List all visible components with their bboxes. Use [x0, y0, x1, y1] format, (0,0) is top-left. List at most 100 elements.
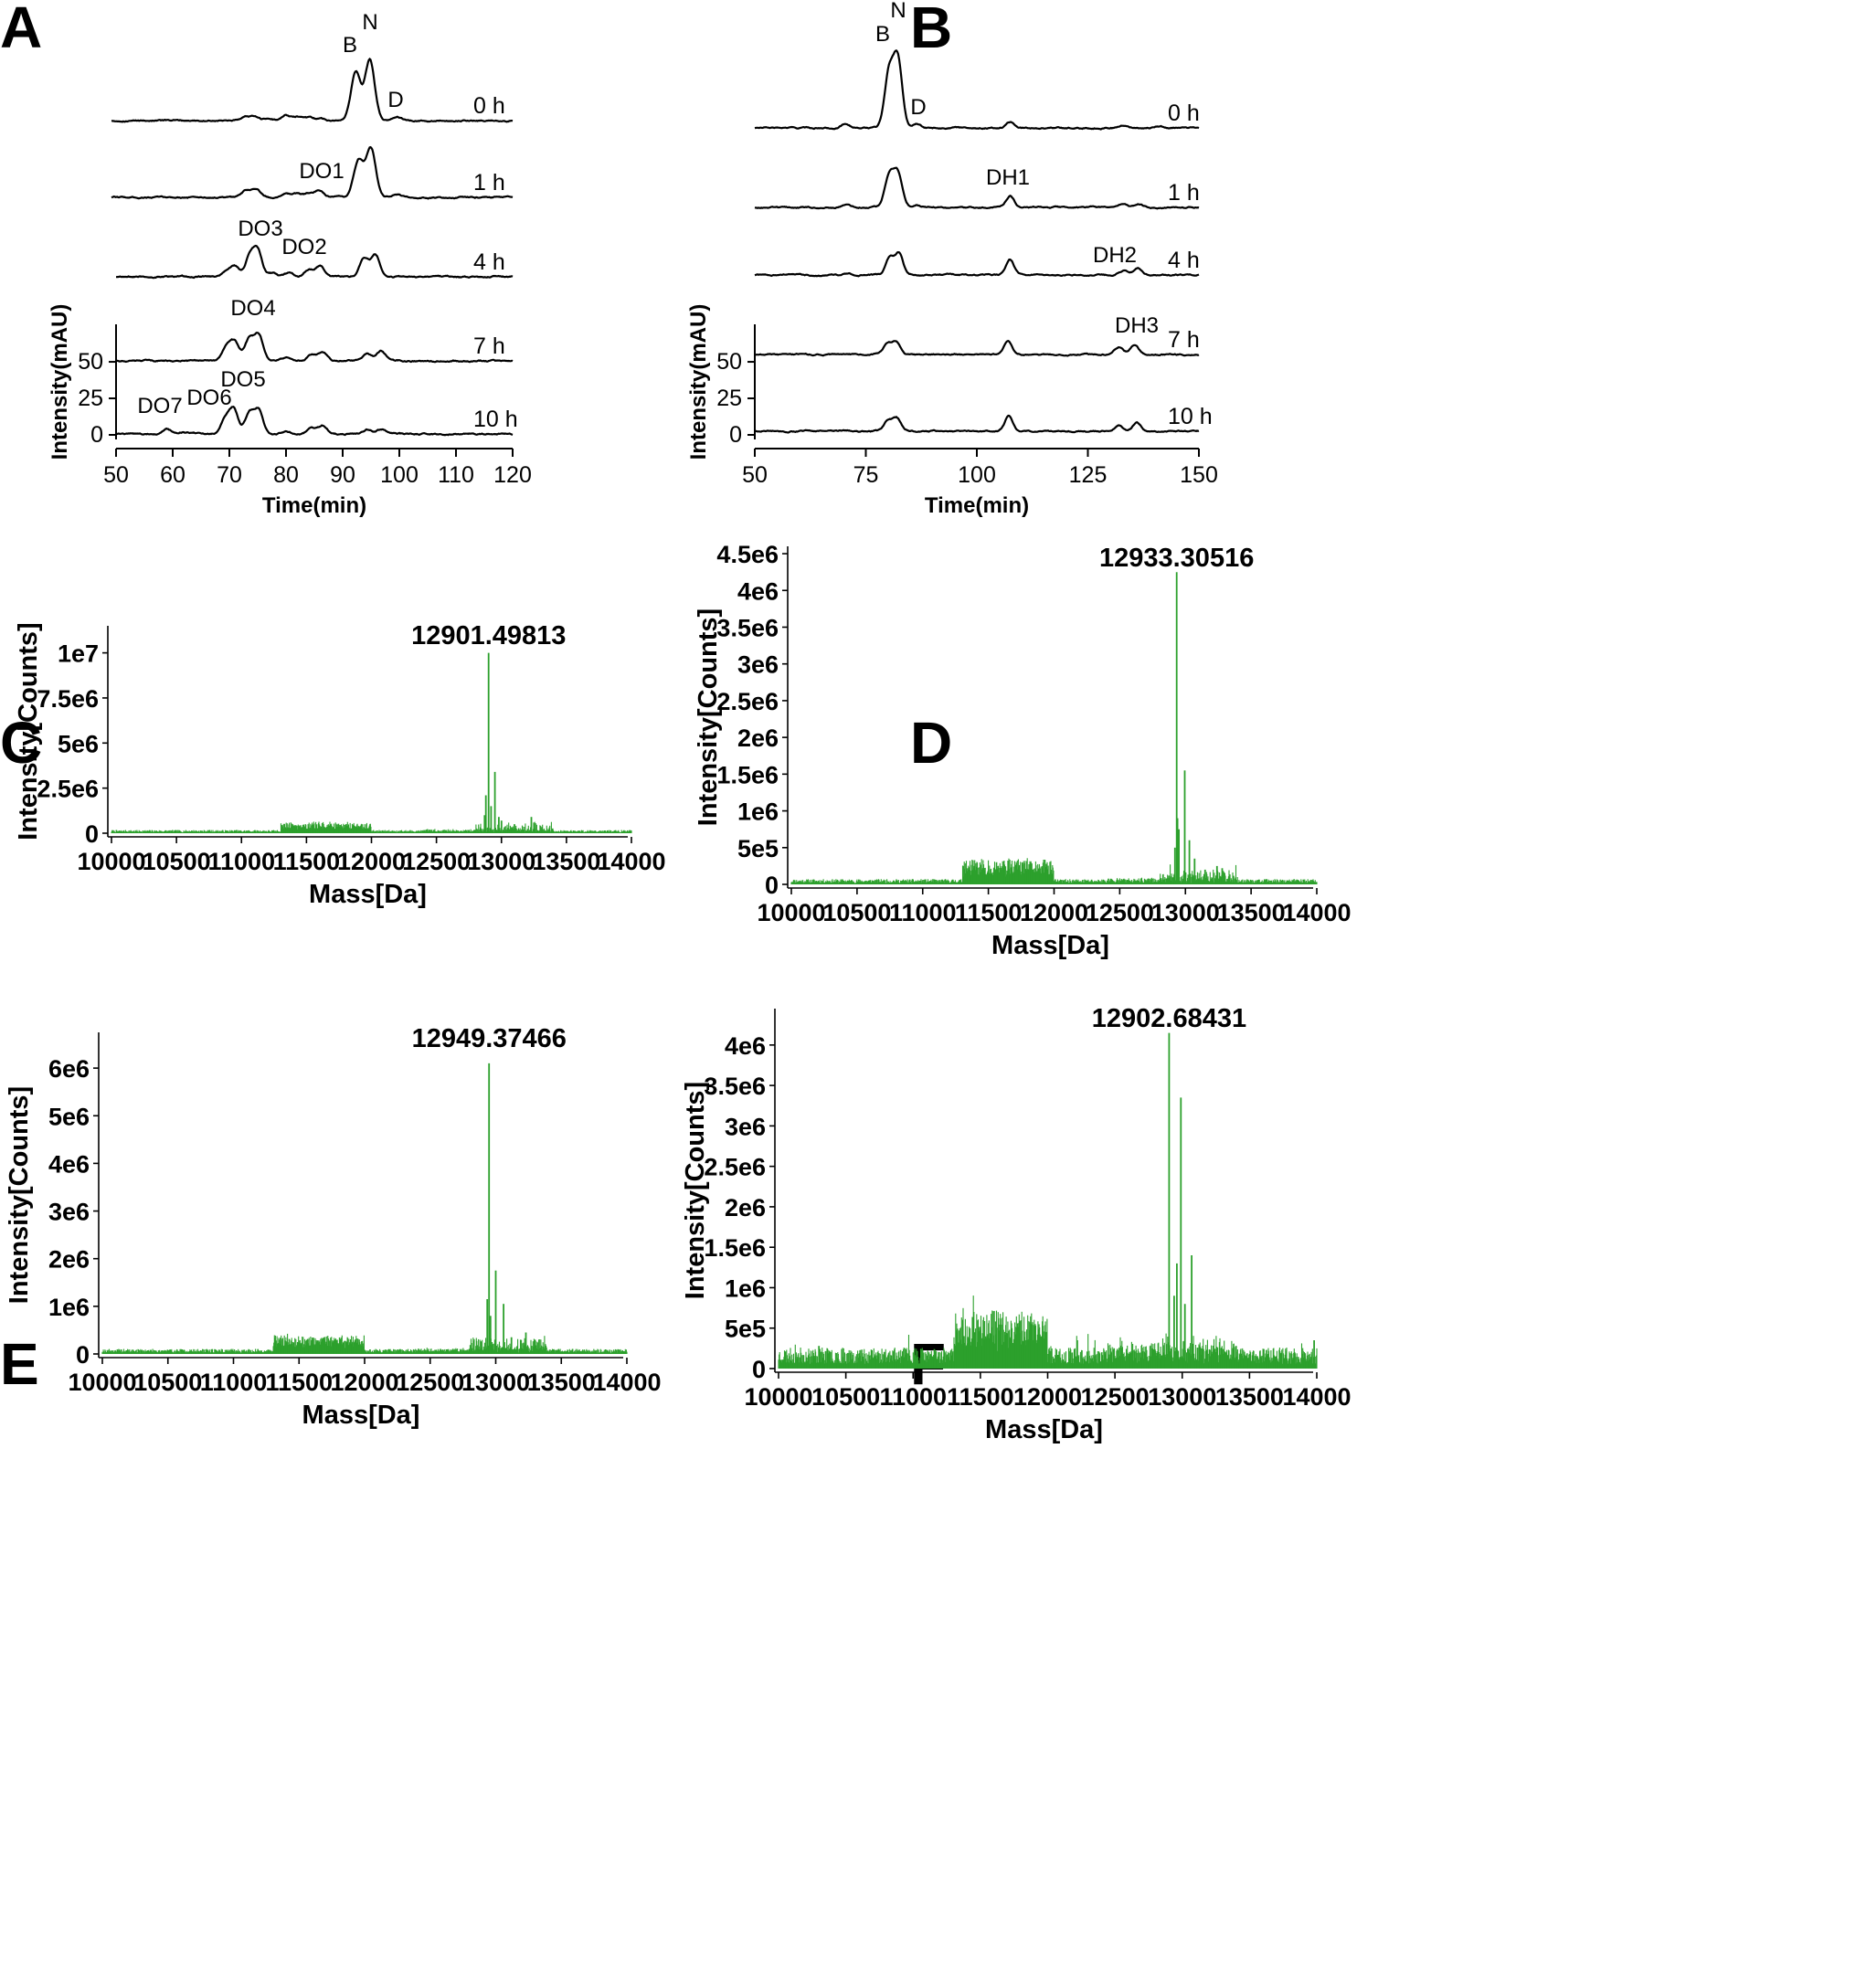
spectrum-bars [790, 572, 1318, 884]
y-tick-label: 3.5e6 [704, 1073, 766, 1100]
x-tick-label: 11500 [955, 899, 1023, 926]
trace-time-label: 10 h [1168, 404, 1213, 429]
x-tick-label: 50 [742, 462, 768, 488]
y-tick-label: 5e5 [737, 835, 779, 862]
y-tick-label: 0 [765, 872, 779, 899]
panel-F: F 05e51e61.5e62e62.5e63e63.5e64e61000010… [681, 1004, 1352, 1444]
x-tick-label: 11500 [947, 1383, 1014, 1411]
y-tick-label: 2.5e6 [37, 776, 99, 803]
y-tick-label: 2e6 [737, 724, 779, 752]
x-tick-label: 13500 [1217, 899, 1286, 926]
peak-annotation: DO3 [238, 217, 282, 241]
x-tick-label: 70 [217, 462, 242, 488]
y-tick-label: 2e6 [48, 1246, 90, 1274]
y-axis-title: Intensity[Counts] [694, 608, 723, 826]
y-tick-label: 25 [78, 386, 103, 411]
trace-line [111, 58, 514, 123]
peak-mass-label: 12933.30516 [1099, 544, 1254, 573]
x-axis-title: Mass[Da] [991, 931, 1109, 960]
y-tick-label: 0 [729, 422, 742, 448]
trace-time-label: 0 h [473, 93, 505, 119]
peak-annotation: N [362, 10, 377, 35]
trace-line [111, 145, 514, 200]
x-tick-label: 10000 [744, 1383, 812, 1411]
peak-annotation: DO5 [220, 367, 265, 392]
x-tick-label: 11000 [889, 899, 957, 926]
trace-line [115, 332, 514, 364]
peak-annotation: DO6 [186, 386, 231, 410]
panel-E: E 0 1e6 2e6 3e6 4e6 5e6 6e6 1000010500110001150… [0, 1024, 662, 1430]
x-tick-label: 75 [853, 462, 879, 488]
y-tick-label: 1e6 [725, 1274, 766, 1302]
y-axis-title: Intensity[Counts] [14, 622, 43, 840]
x-tick-label: 13500 [1215, 1383, 1284, 1411]
x-tick-label: 100 [380, 462, 419, 488]
x-axis-title: Mass[Da] [309, 880, 427, 909]
x-tick-label: 14000 [1282, 1383, 1351, 1411]
y-tick-label: 7.5e6 [37, 685, 99, 713]
x-tick-label: 125 [1069, 462, 1108, 488]
x-tick-label: 11000 [207, 848, 275, 875]
peak-mass-label: 12949.37466 [412, 1024, 567, 1053]
x-tick-label: 12500 [402, 848, 471, 875]
x-tick-label: 10500 [143, 848, 211, 875]
x-tick-label: 12500 [1086, 899, 1154, 926]
trace-time-label: 4 h [1168, 248, 1200, 273]
x-tick-label: 11000 [200, 1369, 268, 1396]
trace-time-label: 1 h [1168, 180, 1200, 206]
y-tick-label: 4e6 [48, 1150, 90, 1178]
spectrum-bars [111, 652, 632, 833]
peak-annotation: DO1 [299, 159, 344, 184]
spectrum-bars [778, 1032, 1318, 1369]
peak-annotation: D [387, 88, 403, 112]
trace-time-label: 7 h [473, 333, 505, 359]
x-axis-title: Mass[Da] [985, 1415, 1103, 1444]
trace-line [754, 250, 1200, 278]
spectrum-bars [101, 1063, 628, 1354]
x-tick-label: 10500 [133, 1369, 202, 1396]
peak-annotation: DH3 [1115, 313, 1159, 338]
peak-annotation: DO2 [281, 235, 326, 259]
y-axis-title: Intensity[Counts] [681, 1082, 710, 1299]
x-tick-label: 12000 [330, 1369, 398, 1396]
x-tick-label: 90 [330, 462, 355, 488]
x-tick-label: 11000 [879, 1383, 947, 1411]
x-tick-label: 12500 [1081, 1383, 1150, 1411]
x-tick-label: 110 [438, 462, 474, 488]
x-tick-label: 12000 [1020, 899, 1088, 926]
y-tick-label: 4e6 [737, 577, 779, 605]
trace-time-label: 0 h [1168, 100, 1200, 126]
x-axis-title: Time(min) [262, 493, 366, 518]
x-tick-label: 11500 [265, 1369, 333, 1396]
y-tick-label: 50 [78, 349, 103, 375]
x-tick-label: 12000 [1013, 1383, 1082, 1411]
x-tick-label: 13500 [527, 1369, 596, 1396]
trace-line [115, 406, 514, 437]
trace-time-label: 4 h [473, 249, 505, 275]
x-axis-title: Time(min) [925, 493, 1029, 518]
x-tick-label: 10500 [822, 899, 891, 926]
y-tick-label: 5e5 [725, 1316, 766, 1343]
peak-annotation: DH2 [1093, 243, 1137, 268]
x-tick-label: 14000 [597, 848, 665, 875]
y-axis-title: Intensity(mAU) [48, 304, 72, 460]
panel-label-D: D [910, 710, 952, 776]
x-tick-label: 12000 [337, 848, 406, 875]
x-tick-label: 11500 [273, 848, 341, 875]
trace-time-label: 7 h [1168, 327, 1200, 353]
trace-line [754, 166, 1200, 210]
peak-annotation: D [910, 95, 926, 120]
panel-label-A: A [0, 0, 42, 60]
x-tick-label: 13000 [1151, 899, 1220, 926]
panel-label-B: B [910, 0, 952, 60]
trace-time-label: 1 h [473, 170, 505, 196]
peak-mass-label: 12902.68431 [1092, 1004, 1246, 1033]
panel-D: D 0 5e5 1e6 1.5e6 2e6 2.5e6 3e6 3.5e6 4e6 4.5e6 10… [694, 541, 1352, 960]
peak-annotation: DO7 [137, 394, 182, 418]
x-tick-label: 13500 [532, 848, 600, 875]
x-tick-label: 80 [273, 462, 299, 488]
peak-mass-label: 12901.49813 [411, 621, 566, 650]
x-tick-label: 100 [958, 462, 996, 488]
y-tick-label: 3e6 [48, 1199, 90, 1226]
